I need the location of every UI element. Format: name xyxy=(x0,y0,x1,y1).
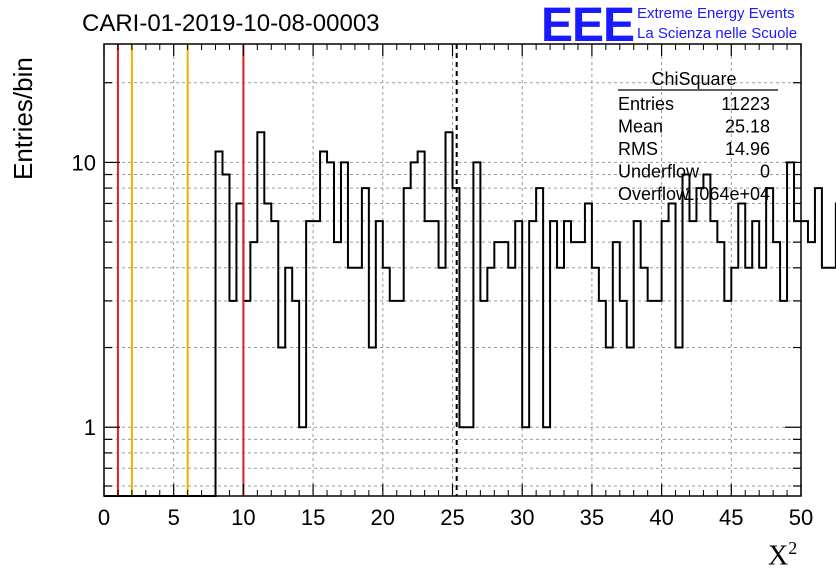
logo-line-1: Extreme Energy Events xyxy=(637,5,795,22)
x-tick-label: 50 xyxy=(789,505,813,530)
x-tick-label: 15 xyxy=(301,505,325,530)
histogram xyxy=(104,131,836,497)
histogram-outline xyxy=(104,131,836,497)
x-tick-label: 30 xyxy=(510,505,534,530)
stats-label: Entries xyxy=(618,94,674,114)
stats-label: Mean xyxy=(618,117,663,137)
stats-value: 11223 xyxy=(721,94,770,114)
x-axis-label: X2 xyxy=(768,538,797,572)
x-tick-label: 45 xyxy=(719,505,743,530)
chart-title: CARI-01-2019-10-08-00003 xyxy=(82,10,380,37)
x-tick-label: 25 xyxy=(440,505,464,530)
grid xyxy=(104,44,801,496)
stats-box: ChiSquare Entries 11223 Mean 25.18 RMS 14.96 Un… xyxy=(618,69,778,204)
x-tick-label: 35 xyxy=(580,505,604,530)
x-tick-label: 5 xyxy=(168,505,180,530)
stats-value: 1.064e+04 xyxy=(684,184,770,204)
x-tick-label: 40 xyxy=(649,505,673,530)
logo-text: Extreme Energy Events La Scienza nelle S… xyxy=(637,4,797,44)
threshold-lines xyxy=(116,44,458,496)
stats-value: 0 xyxy=(760,162,770,182)
y-tick-label: 1 xyxy=(84,415,96,440)
stats-header: ChiSquare xyxy=(651,69,736,89)
eee-logo: EEE xyxy=(541,0,635,52)
y-tick-label: 10 xyxy=(72,150,96,175)
y-axis-label: Entries/bin xyxy=(8,57,38,180)
stats-value: 25.18 xyxy=(725,117,770,137)
x-tick-label: 20 xyxy=(371,505,395,530)
stats-label: RMS xyxy=(618,139,658,159)
logo-line-2: La Scienza nelle Scuole xyxy=(637,25,798,42)
stats-label: Underflow xyxy=(618,162,700,182)
stats-label: Overflow xyxy=(618,184,690,204)
stats-value: 14.96 xyxy=(725,139,770,159)
x-tick-label: 10 xyxy=(231,505,255,530)
x-tick-label: 0 xyxy=(98,505,110,530)
axes: 0 5 10 15 20 25 30 35 40 45 50 1 10 xyxy=(72,43,813,530)
x-axis-label-sup: 2 xyxy=(788,538,798,558)
x-axis-label-base: X xyxy=(768,540,789,572)
